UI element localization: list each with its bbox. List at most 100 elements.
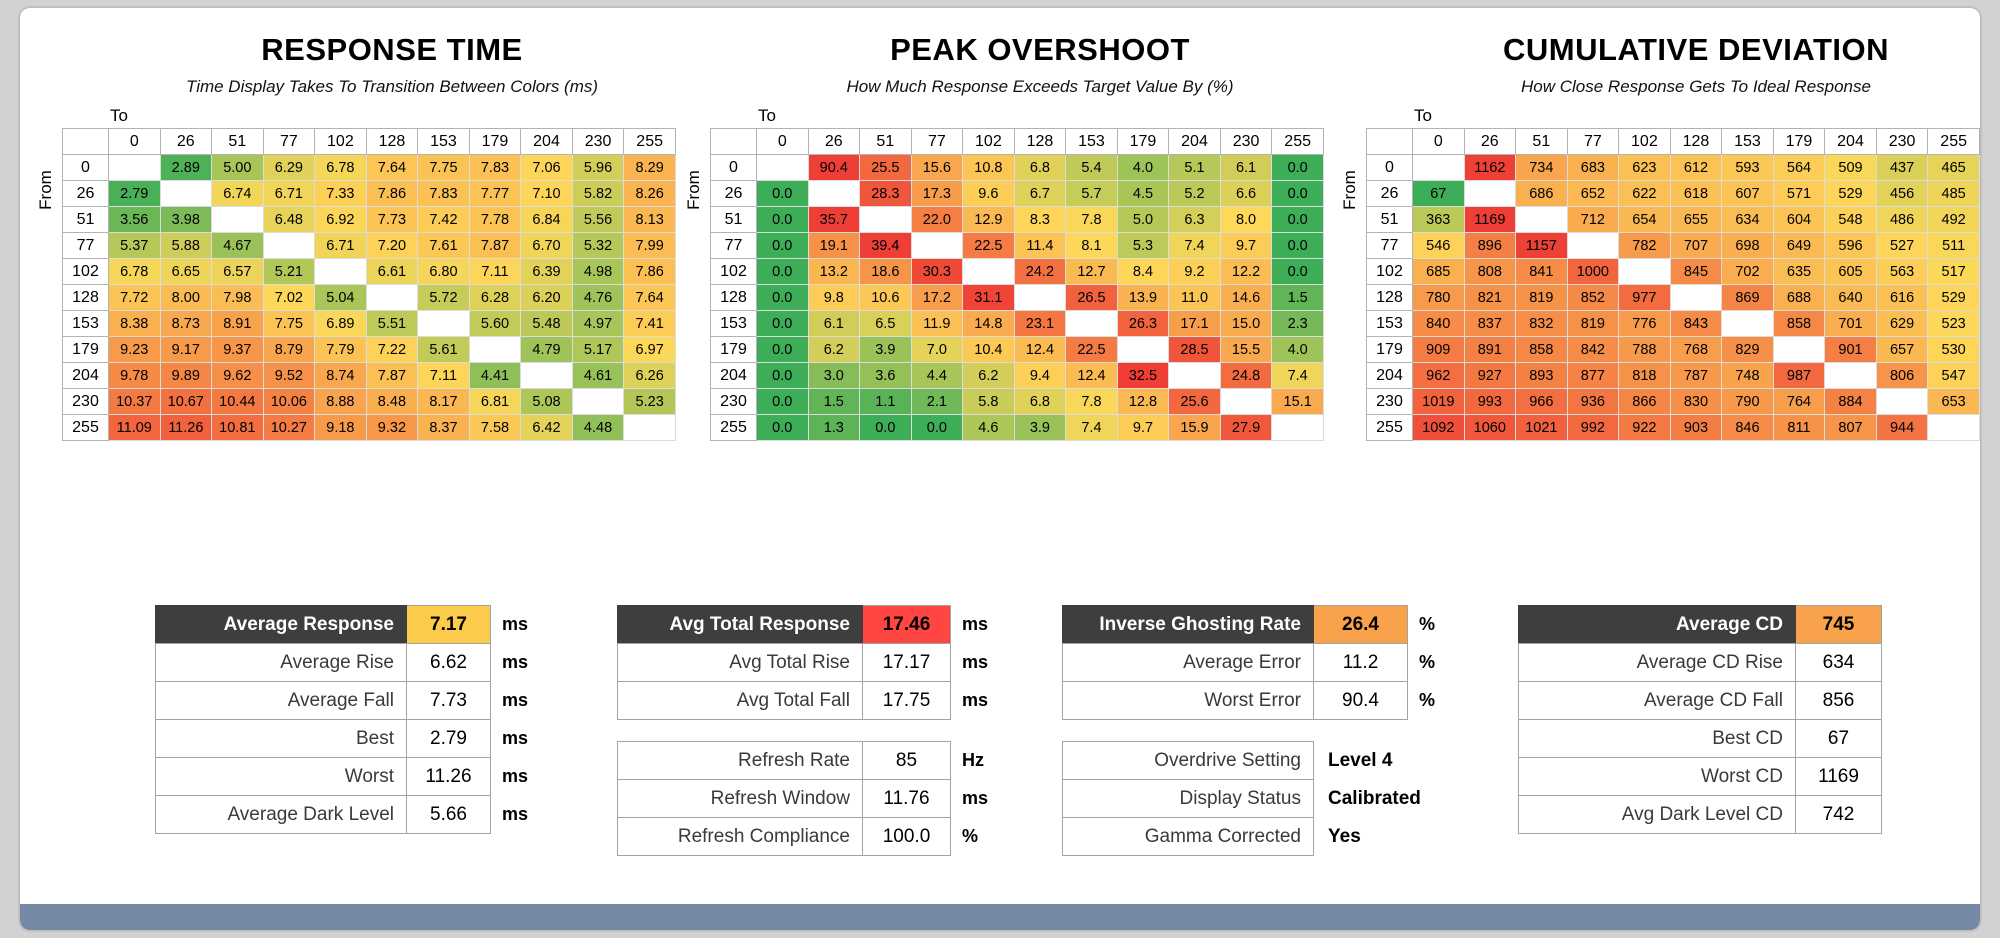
heatmap-cell: 596 — [1824, 232, 1877, 259]
summary-label: Refresh Window — [617, 779, 863, 818]
heatmap-cell: 806 — [1875, 362, 1929, 389]
heatmap-cell: 0.0 — [859, 414, 912, 441]
heatmap-cell: 734 — [1515, 154, 1568, 181]
heatmap-cell: 688 — [1772, 284, 1826, 311]
summary-unit — [1392, 741, 1456, 780]
row-header: 179 — [62, 336, 109, 363]
summary-value: 17.17 — [863, 643, 951, 682]
heatmap-cell: 6.70 — [520, 232, 573, 259]
heatmap-cell: 6.61 — [365, 258, 419, 285]
summary-value: 634 — [1796, 643, 1882, 682]
heatmap-cell: 7.86 — [365, 180, 419, 207]
column-header: 102 — [1618, 128, 1671, 155]
heatmap-cell: 0.0 — [756, 388, 809, 415]
heatmap-cell: 6.92 — [314, 206, 367, 233]
heatmap-cell: 832 — [1515, 310, 1568, 337]
heatmap-cell: 28.3 — [859, 180, 912, 207]
summary-value: 85 — [863, 741, 951, 780]
heatmap-cell: 35.7 — [807, 206, 861, 233]
heatmap-cell: 11.0 — [1168, 284, 1221, 311]
heatmap-cell: 846 — [1721, 414, 1774, 441]
heatmap-cell: 363 — [1412, 206, 1465, 233]
heatmap-cell: 465 — [1927, 154, 1980, 181]
heatmap-cell: 0.0 — [910, 414, 964, 441]
heatmap-cell: 8.38 — [108, 310, 161, 337]
heatmap-cell: 15.5 — [1219, 336, 1273, 363]
heatmap-cell: 8.17 — [417, 388, 470, 415]
row-header: 153 — [62, 310, 109, 337]
heatmap-cell: 530 — [1927, 336, 1980, 363]
cumulative-deviation-subtitle: How Close Response Gets To Ideal Respons… — [1521, 77, 1871, 96]
heatmap-cell: 18.6 — [859, 258, 912, 285]
heatmap-cell: 4.0 — [1271, 336, 1324, 363]
summary-unit: % — [1419, 652, 1436, 672]
heatmap-cell: 17.2 — [910, 284, 964, 311]
heatmap-cell: 5.96 — [571, 154, 625, 181]
heatmap-cell: 23.1 — [1013, 310, 1067, 337]
column-header: 51 — [1515, 128, 1568, 155]
y-axis-label-from: From — [684, 170, 703, 210]
heatmap-cell: 6.5 — [859, 310, 912, 337]
summary-label: Average Response — [155, 605, 407, 644]
heatmap-cell: 821 — [1463, 284, 1517, 311]
row-header: 51 — [710, 206, 757, 233]
heatmap-cell: 5.48 — [520, 310, 573, 337]
column-header: 77 — [910, 128, 964, 155]
heatmap-cell: 1.3 — [807, 414, 861, 441]
heatmap-cell: 977 — [1618, 284, 1671, 311]
column-header: 153 — [417, 128, 470, 155]
heatmap-cell: 837 — [1463, 310, 1517, 337]
heatmap-cell: 7.33 — [314, 180, 367, 207]
heatmap-cell: 927 — [1463, 362, 1517, 389]
row-header: 102 — [710, 258, 757, 285]
heatmap-cell: 8.4 — [1116, 258, 1170, 285]
peak-overshoot-title: PEAK OVERSHOOT — [890, 32, 1190, 67]
heatmap-cell — [1515, 206, 1568, 233]
column-header: 255 — [1927, 128, 1980, 155]
total-response-summary-table: Avg Total Response 17.46 ms Avg Total Rise 1… — [617, 605, 1015, 856]
heatmap-cell: 0.0 — [756, 414, 809, 441]
heatmap-cell — [623, 414, 676, 441]
row-header: 153 — [1366, 310, 1413, 337]
row-header: 230 — [62, 388, 109, 415]
heatmap-cell: 936 — [1566, 388, 1620, 415]
heatmap-cell: 2.3 — [1271, 310, 1324, 337]
heatmap-cell: 9.78 — [108, 362, 161, 389]
column-header: 230 — [1875, 128, 1929, 155]
heatmap-cell: 807 — [1824, 414, 1877, 441]
summary-value: 745 — [1796, 605, 1882, 644]
results-panel: RESPONSE TIME Time Display Takes To Tran… — [20, 8, 1980, 930]
summary-unit: % — [1419, 690, 1436, 710]
summary-row: Refresh Window 11.76 ms — [617, 779, 1015, 818]
summary-row: Average Response 7.17 ms — [155, 605, 555, 644]
heatmap-cell: 7.0 — [910, 336, 964, 363]
summary-unit — [1882, 757, 1946, 796]
heatmap-cell: 7.75 — [417, 154, 470, 181]
heatmap-cell: 707 — [1669, 232, 1723, 259]
row-header: 255 — [1366, 414, 1413, 441]
heatmap-cell: 7.64 — [365, 154, 419, 181]
peak-overshoot-section: PEAK OVERSHOOT How Much Response Exceeds… — [684, 32, 1324, 441]
summary-unit — [1882, 719, 1946, 758]
heatmap-cell: 869 — [1721, 284, 1774, 311]
heatmap-cell: 1000 — [1566, 258, 1620, 285]
heatmap-cell: 547 — [1927, 362, 1980, 389]
heatmap-cell: 8.13 — [623, 206, 676, 233]
heatmap-cell: 9.37 — [211, 336, 264, 363]
heatmap-cell — [417, 310, 470, 337]
summary-label: Worst Error — [1062, 681, 1314, 720]
heatmap-cell: 607 — [1721, 180, 1774, 207]
summary-row: Best 2.79 ms — [155, 719, 555, 758]
heatmap-cell: 819 — [1515, 284, 1568, 311]
heatmap-cell: 12.2 — [1219, 258, 1273, 285]
heatmap-cell: 6.6 — [1219, 180, 1273, 207]
heatmap-cell — [468, 336, 522, 363]
heatmap-cell: 845 — [1669, 258, 1723, 285]
heatmap-cell: 529 — [1824, 180, 1877, 207]
heatmap-cell: 7.86 — [623, 258, 676, 285]
heatmap-cell: 9.23 — [108, 336, 161, 363]
heatmap-cell: 0.0 — [1271, 232, 1324, 259]
heatmap-cell: 7.42 — [417, 206, 470, 233]
heatmap-cell: 8.91 — [211, 310, 264, 337]
summary-label: Average CD — [1518, 605, 1796, 644]
